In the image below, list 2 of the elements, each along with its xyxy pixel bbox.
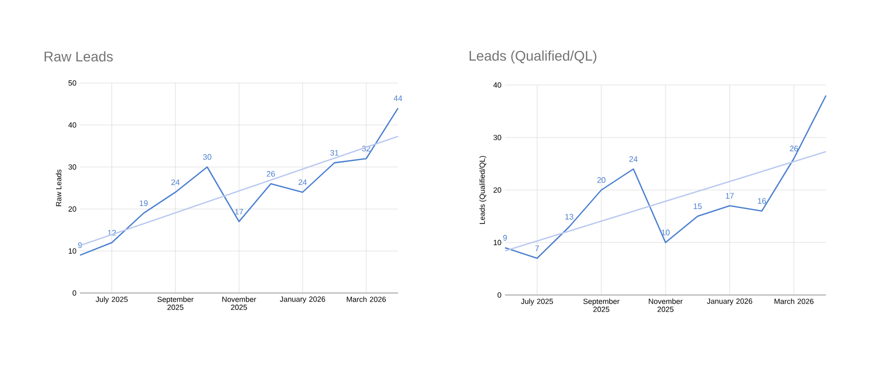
chart-title: Raw Leads (44, 51, 113, 62)
chart-title: Leads (Qualified/QL) (470, 50, 596, 64)
